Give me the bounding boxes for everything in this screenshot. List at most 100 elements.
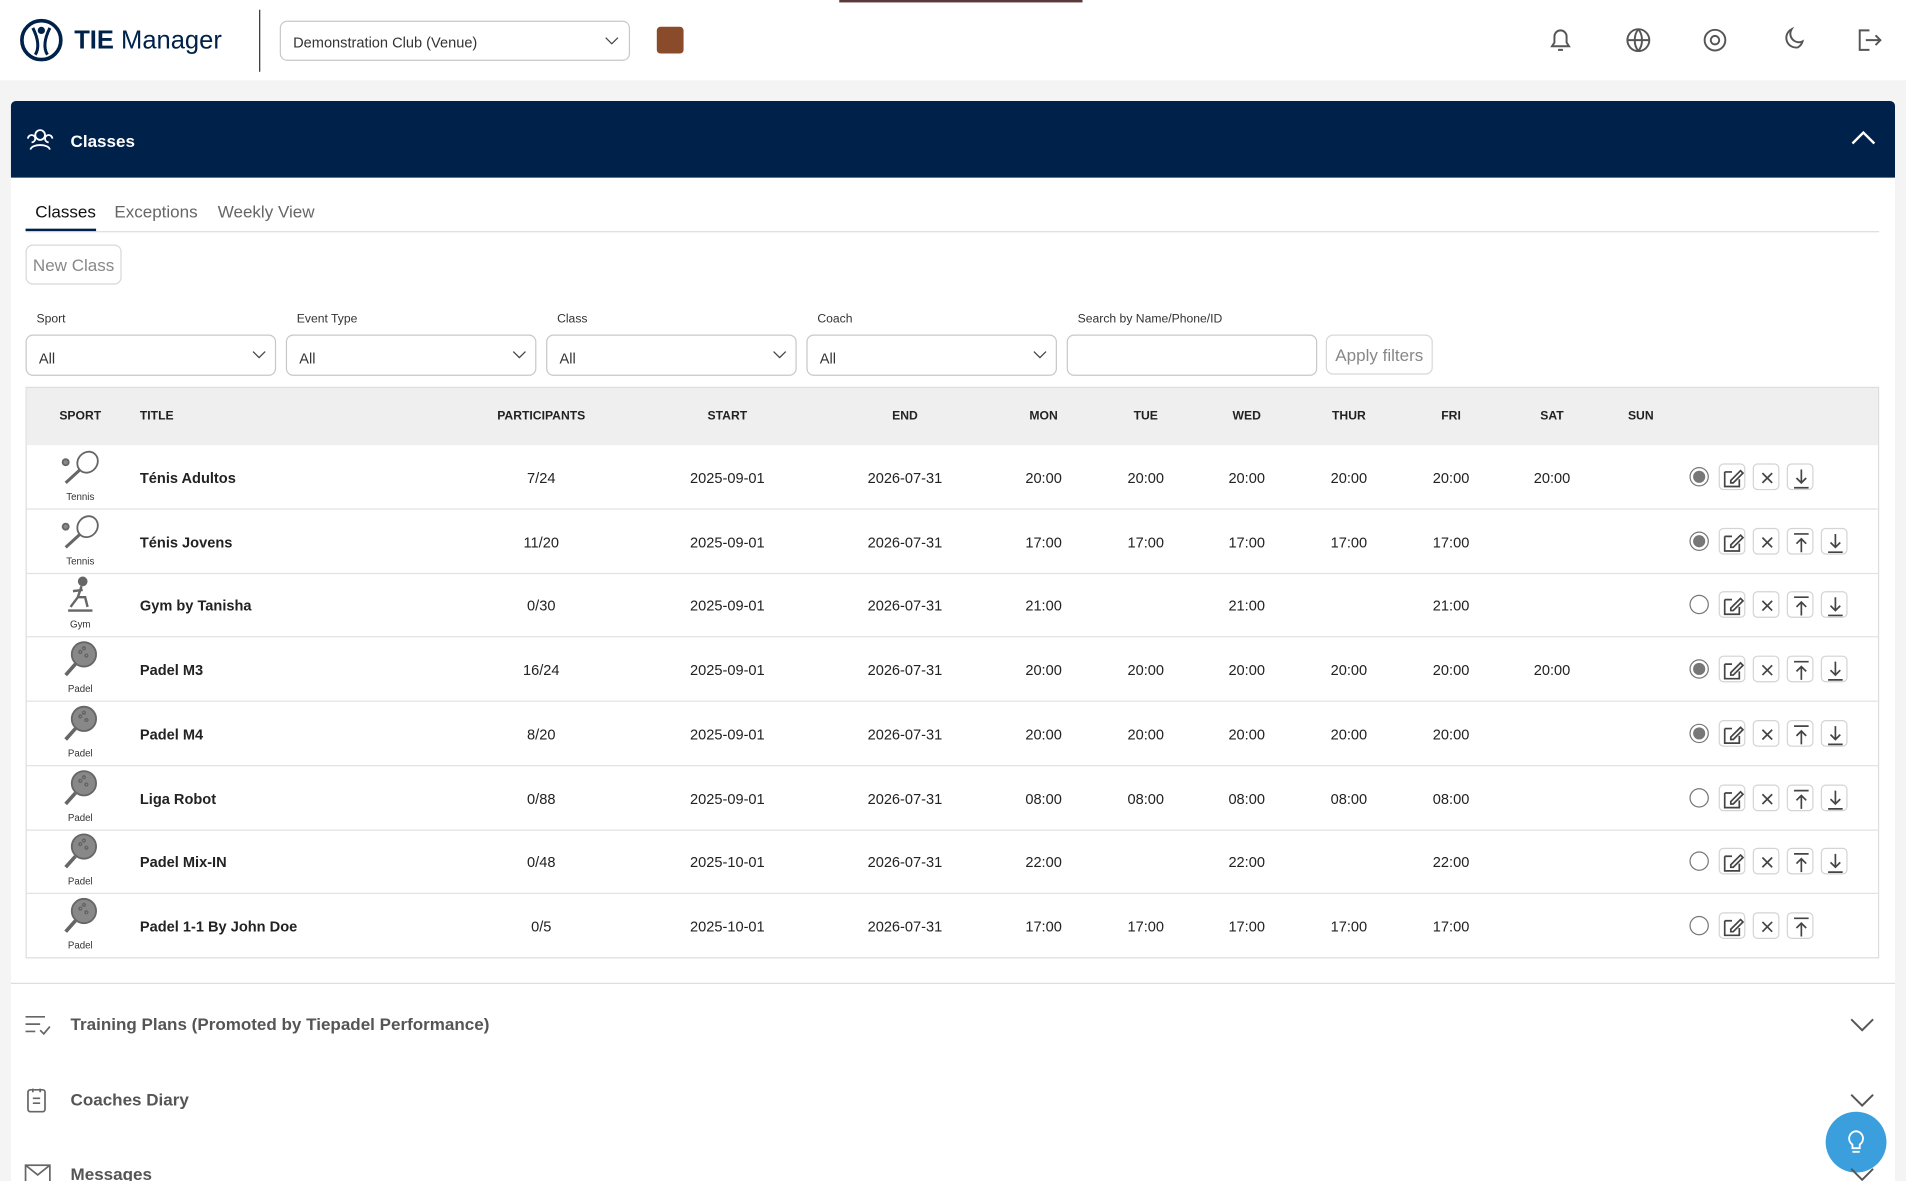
active-toggle[interactable] <box>1689 595 1709 615</box>
day-time: 22:00 <box>1025 854 1062 872</box>
day-time: 20:00 <box>1432 469 1470 487</box>
active-toggle[interactable] <box>1689 531 1709 551</box>
participants: 16/24 <box>522 661 560 679</box>
sport-icon <box>58 577 102 613</box>
club-select[interactable]: Demonstration Club (Venue) <box>279 20 631 61</box>
toolbar-icons[interactable] <box>1545 24 1886 56</box>
action-edit[interactable] <box>1718 591 1746 619</box>
tabs-line <box>25 231 1880 233</box>
action-edit[interactable] <box>1718 655 1746 683</box>
day-time: 08:00 <box>1330 789 1368 808</box>
action-delete[interactable] <box>1752 719 1780 747</box>
active-toggle[interactable] <box>1689 723 1709 743</box>
action-upload[interactable] <box>1786 655 1814 683</box>
column-header: END <box>892 409 918 424</box>
filter-input[interactable]: All <box>25 334 277 376</box>
tab[interactable]: Weekly View <box>217 201 315 222</box>
row-border <box>26 892 1878 895</box>
action-edit[interactable] <box>1718 912 1746 939</box>
action-upload[interactable] <box>1786 912 1814 939</box>
column-header: PARTICIPANTS <box>497 409 586 424</box>
day-time: 20:00 <box>1025 469 1062 487</box>
tab[interactable]: Exceptions <box>114 201 198 222</box>
sport-icon <box>58 769 102 805</box>
help-button[interactable] <box>1825 1111 1887 1173</box>
action-edit[interactable] <box>1718 463 1746 491</box>
section-title[interactable]: Training Plans (Promoted by Tiepadel Per… <box>70 1014 490 1034</box>
action-download[interactable] <box>1820 783 1848 811</box>
action-download[interactable] <box>1820 527 1848 555</box>
action-delete[interactable] <box>1752 655 1780 683</box>
action-delete[interactable] <box>1752 847 1780 875</box>
filter-input[interactable]: All <box>285 334 537 376</box>
panel-header[interactable]: Classes <box>10 100 1895 178</box>
active-toggle[interactable] <box>1689 851 1709 872</box>
participants: 7/24 <box>527 469 556 487</box>
participants: 11/20 <box>523 533 559 551</box>
active-toggle[interactable] <box>1689 787 1709 808</box>
active-toggle[interactable] <box>1689 467 1709 487</box>
row-border <box>26 572 1878 574</box>
sport-label: Padel <box>67 875 93 887</box>
filter-value: All <box>819 350 837 368</box>
sport-label: Padel <box>67 940 93 952</box>
column-header: START <box>707 409 748 424</box>
day-time: 20:00 <box>1127 725 1165 743</box>
action-edit[interactable] <box>1718 847 1746 875</box>
filter-input[interactable]: All <box>806 334 1057 376</box>
action-download[interactable] <box>1786 463 1814 491</box>
end-date: 2026-07-31 <box>867 661 943 679</box>
action-delete[interactable] <box>1752 912 1780 939</box>
filter-value: All <box>559 350 576 368</box>
day-time: 17:00 <box>1025 533 1062 551</box>
filter-label: Class <box>557 312 588 326</box>
action-upload[interactable] <box>1786 847 1814 875</box>
section-title[interactable]: Coaches Diary <box>70 1089 189 1110</box>
action-edit[interactable] <box>1718 783 1746 811</box>
action-delete[interactable] <box>1752 463 1780 491</box>
action-delete[interactable] <box>1752 527 1780 555</box>
day-time: 20:00 <box>1533 661 1571 679</box>
class-title: Liga Robot <box>139 789 217 808</box>
sport-icon <box>58 513 102 549</box>
action-download[interactable] <box>1820 591 1848 619</box>
class-title: Padel 1-1 By John Doe <box>139 918 298 936</box>
logo <box>20 18 63 62</box>
action-download[interactable] <box>1820 655 1848 683</box>
action-upload[interactable] <box>1786 783 1814 811</box>
new-class-button[interactable]: New Class <box>25 244 122 285</box>
column-header: FRI <box>1441 409 1461 424</box>
table-header <box>26 387 1878 446</box>
progress <box>839 0 1083 3</box>
action-upload[interactable] <box>1786 591 1814 619</box>
apply-filters[interactable]: Apply filters <box>1325 334 1433 375</box>
section-title[interactable]: Messages <box>70 1163 152 1181</box>
action-edit[interactable] <box>1718 527 1746 555</box>
end-date: 2026-07-31 <box>867 469 943 487</box>
end-date: 2026-07-31 <box>867 597 943 615</box>
action-delete[interactable] <box>1752 783 1780 811</box>
day-time: 20:00 <box>1228 725 1265 743</box>
action-upload[interactable] <box>1786 719 1814 747</box>
filter-input[interactable]: All <box>546 334 797 376</box>
active-toggle[interactable] <box>1689 915 1709 936</box>
sport-icon <box>58 705 102 741</box>
action-delete[interactable] <box>1752 591 1780 619</box>
end-date: 2026-07-31 <box>867 789 943 808</box>
section-chevron[interactable] <box>1850 1092 1874 1114</box>
section-chevron[interactable] <box>1850 1017 1874 1039</box>
class-title: Padel M4 <box>139 725 204 743</box>
day-time: 17:00 <box>1330 918 1368 936</box>
action-download[interactable] <box>1820 847 1848 875</box>
active-toggle[interactable] <box>1689 659 1709 679</box>
filter-input[interactable] <box>1066 334 1318 376</box>
section-chevron[interactable] <box>1850 1166 1874 1181</box>
action-edit[interactable] <box>1718 719 1746 747</box>
section-icon <box>24 1086 53 1121</box>
day-time: 22:00 <box>1432 854 1470 872</box>
tab[interactable]: Classes <box>35 201 96 222</box>
action-upload[interactable] <box>1786 527 1814 555</box>
day-time: 22:00 <box>1228 854 1265 872</box>
action-download[interactable] <box>1820 719 1848 747</box>
start-date: 2025-10-01 <box>690 918 765 936</box>
